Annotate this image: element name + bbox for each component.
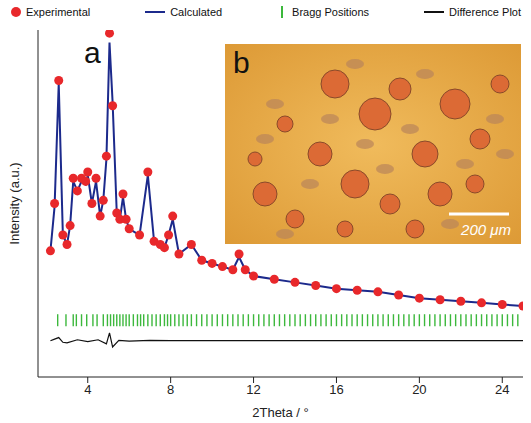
html-text:a: a [84, 36, 101, 69]
html-text:b: b [233, 46, 250, 79]
svg-text:8: 8 [167, 382, 174, 397]
html-text:Experimental: Experimental [26, 6, 91, 18]
svg-text:12: 12 [246, 382, 260, 397]
svg-text:Intensity (a.u.): Intensity (a.u.) [7, 162, 22, 244]
svg-text:24: 24 [495, 382, 509, 397]
svg-text:4: 4 [84, 382, 91, 397]
html-text:Calculated: Calculated [170, 6, 223, 18]
html-text:200 μm: 200 μm [461, 221, 511, 238]
svg-text:20: 20 [412, 382, 426, 397]
html-text:Bragg Positions: Bragg Positions [292, 6, 370, 18]
svg-text:2Theta / °: 2Theta / ° [252, 405, 309, 420]
html-text:Difference Plot: Difference Plot [449, 6, 521, 18]
svg-text:16: 16 [329, 382, 343, 397]
